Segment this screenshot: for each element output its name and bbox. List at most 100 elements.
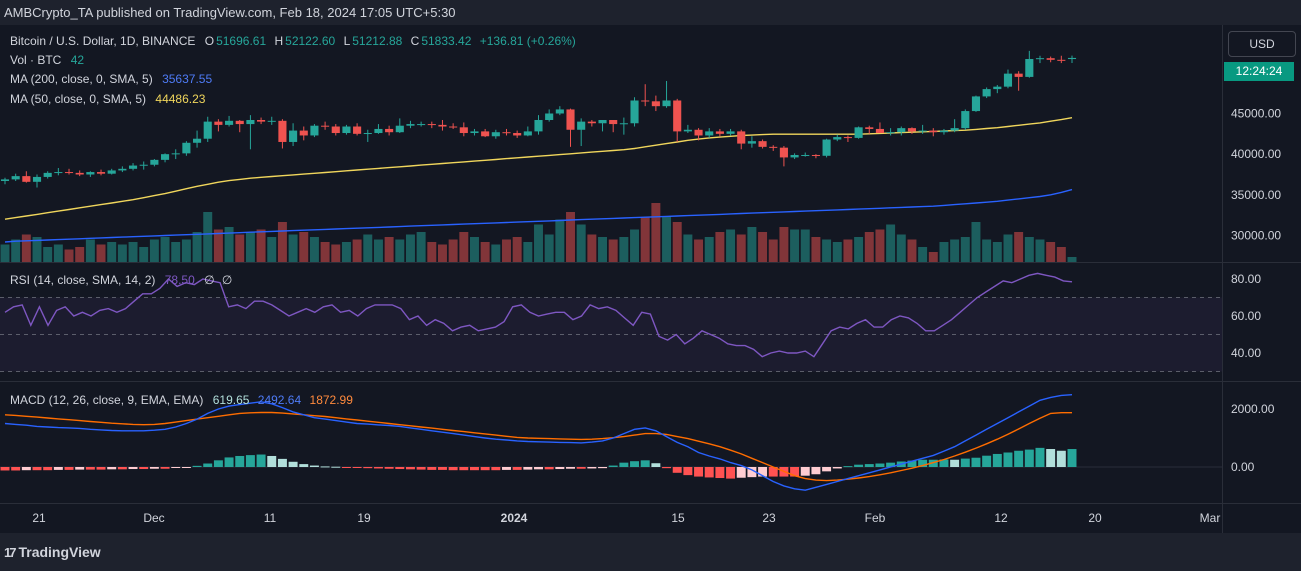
macd-hist-bar	[566, 467, 575, 469]
macd-hist-bar	[928, 459, 938, 467]
volume-bar	[800, 229, 810, 262]
candle-body	[705, 131, 714, 136]
macd-hist-bar	[213, 460, 223, 467]
footer-bar	[0, 533, 1301, 571]
volume-bar	[267, 237, 277, 262]
candle-body	[779, 147, 788, 158]
volume-label: Vol · BTC	[10, 53, 62, 67]
candle-body	[971, 96, 981, 112]
tradingview-logo[interactable]: 17 TradingView	[4, 544, 101, 560]
price-tick-label: 35000.00	[1231, 188, 1281, 202]
candle-body	[993, 86, 1002, 90]
time-tick-label: Feb	[865, 511, 886, 525]
volume-bar	[384, 237, 394, 262]
volume-bar	[886, 224, 896, 262]
volume-bar	[256, 229, 266, 262]
candle-body	[235, 120, 244, 125]
volume-bar	[32, 237, 42, 262]
volume-bar	[128, 242, 138, 262]
candle-body	[886, 132, 895, 134]
macd-hist-bar	[672, 467, 682, 473]
volume-bar	[544, 234, 554, 262]
publisher-text: AMBCrypto_TA published on TradingView.co…	[4, 5, 456, 20]
macd-hist-bar	[502, 467, 511, 470]
candle-body	[171, 153, 180, 155]
macd-hist-bar	[704, 467, 714, 478]
candle-body	[513, 133, 522, 136]
macd-hist-bar	[0, 467, 10, 471]
candle-body	[715, 131, 724, 134]
volume-bar	[117, 244, 127, 262]
volume-bar	[107, 242, 117, 262]
time-tick-label: Mar	[1200, 511, 1221, 525]
volume-bar	[758, 232, 768, 262]
candle-body	[950, 128, 959, 131]
macd-hist-bar	[832, 467, 842, 469]
rsi-legend: RSI (14, close, SMA, 14, 2) 78.50 ∅ ∅	[10, 273, 234, 287]
candle-body	[929, 130, 938, 133]
currency-button[interactable]: USD	[1228, 31, 1296, 57]
macd-hist-bar	[768, 467, 778, 477]
low-value: 51212.88	[352, 34, 403, 48]
volume-bar	[149, 239, 159, 262]
macd-hist-bar	[598, 467, 608, 469]
candle-body	[630, 100, 639, 124]
volume-bar	[203, 212, 213, 262]
symbol-legend: Bitcoin / U.S. Dollar, 1D, BINANCE O 5169…	[10, 34, 578, 48]
volume-bar	[288, 234, 298, 262]
rsi-tick-label: 80.00	[1231, 272, 1261, 286]
macd-hist-bar	[53, 467, 63, 470]
rsi-line	[4, 272, 1073, 358]
macd-hist-bar	[1024, 449, 1034, 467]
close-value: 51833.42	[421, 34, 472, 48]
macd-hist-bar	[747, 467, 757, 478]
macd-hist-bar	[171, 467, 181, 468]
macd-hist-bar	[534, 467, 543, 470]
candle-body	[1046, 58, 1055, 60]
candle-body	[96, 172, 106, 174]
volume-bar	[726, 229, 736, 262]
candle-body	[267, 120, 276, 122]
macd-line-value: 2492.64	[257, 393, 302, 407]
volume-bar	[75, 247, 85, 262]
volume-bar	[598, 237, 608, 262]
volume-bar	[277, 222, 287, 262]
candle-body	[609, 120, 618, 125]
macd-signal-value: 1872.99	[309, 393, 353, 407]
macd-hist-bar	[544, 467, 554, 470]
candle-body	[363, 133, 372, 135]
candle-body	[342, 126, 351, 134]
ma200-legend: MA (200, close, 0, SMA, 5) 35637.55	[10, 72, 214, 86]
volume-bar	[405, 234, 415, 262]
time-tick-label: 11	[264, 511, 277, 525]
volume-bar	[960, 237, 970, 262]
candle-body	[694, 129, 703, 136]
volume-bar	[1003, 234, 1013, 262]
volume-bar	[1067, 257, 1077, 262]
candle-body	[587, 121, 596, 124]
candle-body	[257, 120, 266, 122]
volume-bar	[619, 237, 629, 262]
volume-bar	[85, 239, 95, 262]
candle-body	[673, 100, 682, 132]
volume-bar	[96, 244, 106, 262]
candle-body	[321, 125, 330, 127]
volume-legend: Vol · BTC 42	[10, 53, 86, 67]
macd-hist-bar	[576, 467, 586, 469]
candle-body	[11, 176, 20, 180]
open-label: O	[204, 34, 215, 48]
candle-body	[75, 172, 84, 175]
open-value: 51696.61	[216, 34, 267, 48]
low-label: L	[343, 34, 351, 48]
price-tick-label: 40000.00	[1231, 147, 1281, 161]
macd-hist-bar	[395, 467, 405, 470]
macd-hist-bar	[160, 467, 170, 469]
volume-bar	[768, 239, 778, 262]
macd-hist-bar	[235, 455, 245, 467]
macd-hist-bar	[373, 467, 383, 469]
volume-bar	[982, 239, 992, 262]
candle-body	[374, 128, 383, 134]
volume-bar	[790, 229, 800, 262]
volume-bar	[1014, 232, 1024, 262]
